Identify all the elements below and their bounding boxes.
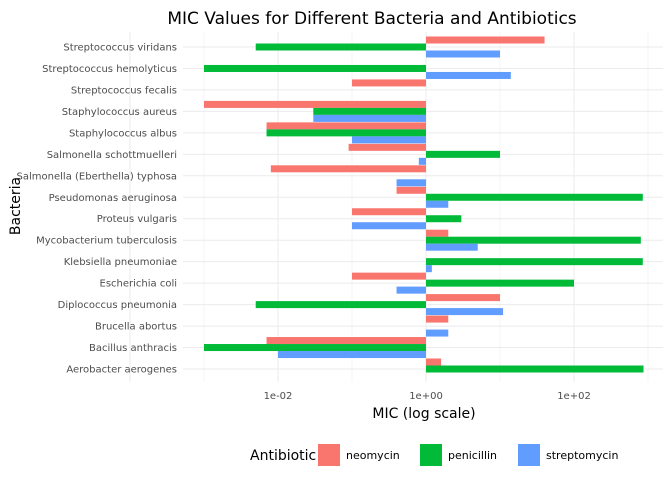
y-tick-label: Staphylococcus albus [69,128,177,139]
y-tick-label: Pseudomonas aeruginosa [49,193,177,204]
bar-neomycin [270,165,426,173]
bar-streptomycin [426,329,449,337]
x-axis-title: MIC (log scale) [372,406,475,422]
bar-streptomycin [426,243,478,251]
bar-penicillin [426,365,644,373]
bar-streptomycin [418,157,426,165]
x-tick-label: 1e+02 [557,391,591,402]
legend-title: Antibiotic [250,448,316,464]
bar-streptomycin [426,50,500,58]
bar-streptomycin [278,351,426,359]
bar-penicillin [426,150,500,158]
bar-neomycin [352,272,426,280]
bar-penicillin [426,193,643,201]
y-tick-label: Bacillus anthracis [89,343,177,354]
y-tick-label: Brucella abortus [95,322,177,333]
legend-key-streptomycin [518,444,540,466]
y-tick-label: Diplococcus pneumonia [58,300,177,311]
legend-label-streptomycin: streptomycin [546,449,618,462]
bar-streptomycin [426,200,449,208]
bar-penicillin [426,279,574,287]
chart-title: MIC Values for Different Bacteria and An… [167,9,576,29]
y-tick-label: Streptococcus hemolyticus [42,64,177,75]
bar-streptomycin [352,222,426,230]
bar-neomycin [426,294,500,302]
legend-key-neomycin [318,444,340,466]
legend-key-penicillin [420,444,442,466]
bar-streptomycin [396,286,426,294]
bar-penicillin [255,43,426,51]
legend-label-neomycin: neomycin [346,449,400,462]
bar-neomycin [348,143,426,151]
y-tick-label: Aerobacter aerogenes [66,365,177,376]
bar-streptomycin [426,308,504,316]
bar-neomycin [352,208,426,216]
y-tick-label: Escherichia coli [100,279,178,290]
bar-neomycin [426,229,449,237]
y-tick-label: Staphylococcus aureus [62,107,177,118]
y-tick-label: Klebsiella pneumoniae [64,257,177,268]
y-tick-label: Proteus vulgaris [97,214,177,225]
bar-penicillin [204,344,426,352]
bar-penicillin [266,129,426,137]
bar-neomycin [266,122,426,130]
bar-penicillin [426,236,641,244]
y-axis-title: Bacteria [8,177,24,235]
y-tick-label: Streptococcus fecalis [71,85,177,96]
bar-penicillin [426,258,643,266]
bar-neomycin [352,79,426,87]
bar-neomycin [266,337,426,345]
x-tick-label: 1e-02 [264,391,293,402]
y-tick-label: Salmonella (Eberthella) typhosa [17,171,177,182]
bar-neomycin [426,358,442,366]
bar-penicillin [255,301,426,309]
bar-penicillin [313,107,426,115]
y-tick-labels: Aerobacter aerogenes Bacillus anthracis Br… [17,43,177,376]
y-tick-label: Salmonella schottmuelleri [47,150,177,161]
bar-neomycin [426,36,545,44]
bar-neomycin [426,315,449,323]
x-tick-label: 1e+00 [409,391,443,402]
legend-label-penicillin: penicillin [448,449,497,462]
bar-neomycin [204,100,426,108]
bar-neomycin [396,186,426,194]
legend: Antibiotic neomycin penicillin streptomyci… [250,444,618,466]
bar-streptomycin [313,114,426,122]
bar-penicillin [204,64,426,72]
bar-streptomycin [396,179,426,187]
bars [204,36,644,373]
bar-streptomycin [426,265,432,273]
y-tick-label: Streptococcus viridans [63,43,177,54]
y-tick-label: Mycobacterium tuberculosis [36,236,177,247]
bar-streptomycin [426,71,511,79]
bar-streptomycin [352,136,426,144]
bar-penicillin [426,215,462,223]
x-tick-labels: 1e-02 1e+00 1e+02 [264,391,591,402]
